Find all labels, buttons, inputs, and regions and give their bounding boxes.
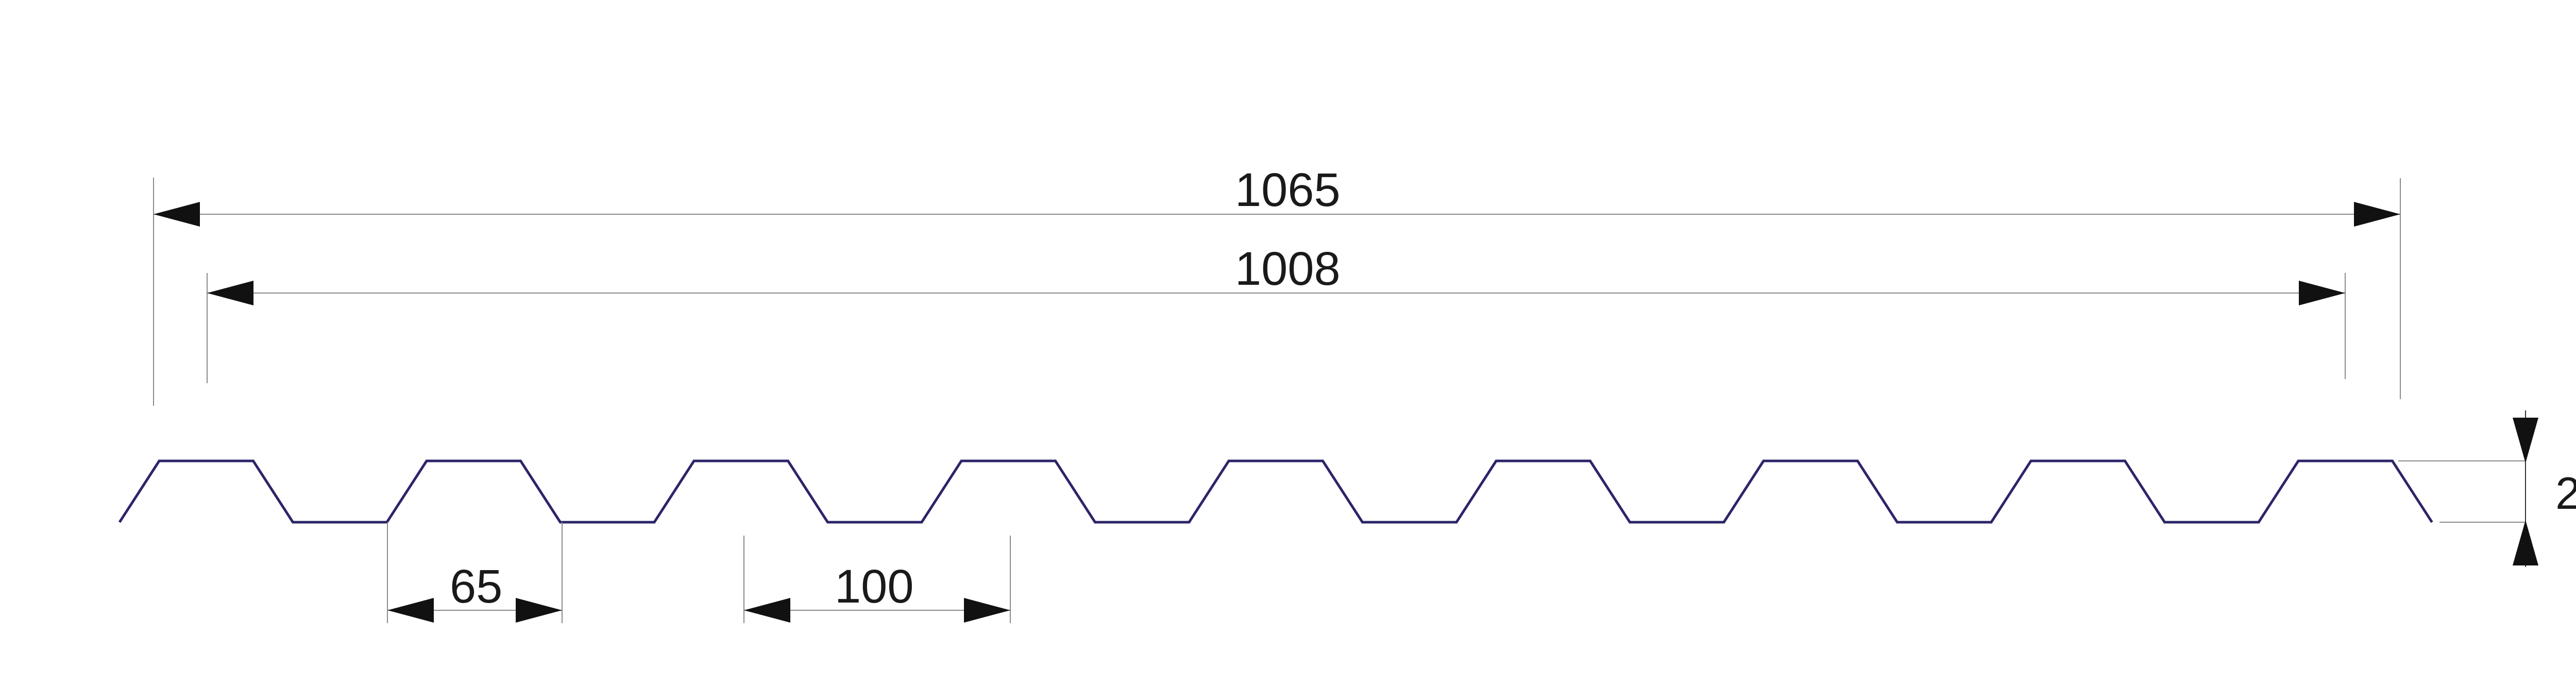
svg-text:1008: 1008: [1235, 243, 1341, 295]
svg-text:100: 100: [835, 560, 914, 613]
svg-text:1065: 1065: [1235, 164, 1341, 216]
svg-text:21 мм: 21 мм: [2555, 468, 2576, 519]
svg-text:65: 65: [450, 560, 502, 613]
